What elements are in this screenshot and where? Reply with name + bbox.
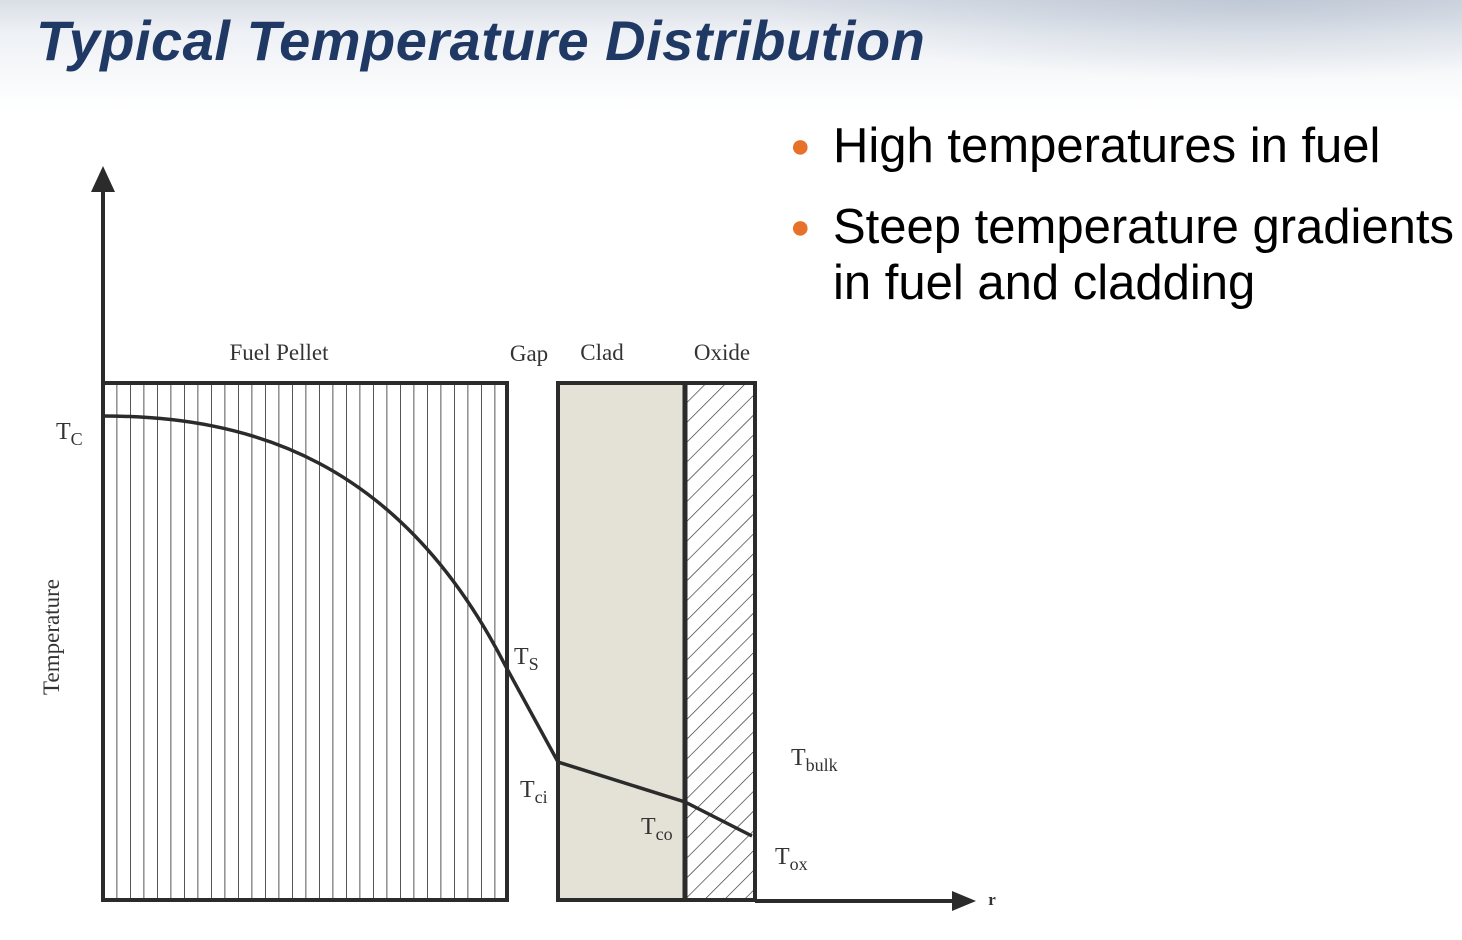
x-axis-arrowhead-icon — [952, 891, 976, 911]
tbulk-label: Tbulk — [791, 745, 838, 775]
tbulk-label-main: T — [791, 745, 806, 771]
fuel-pellet-region — [101, 381, 509, 902]
tox-label-sub: ox — [790, 854, 808, 874]
bullet-dot-icon: ● — [790, 208, 811, 246]
ts-label-main: T — [514, 644, 529, 670]
ts-label: TS — [514, 644, 539, 674]
y-axis-arrowhead-icon — [91, 166, 115, 192]
tci-label-main: T — [520, 777, 535, 803]
tco-label-sub: co — [656, 824, 673, 844]
x-axis-label: r — [988, 890, 996, 909]
tco-label-main: T — [641, 814, 656, 840]
gap-label: Gap — [510, 341, 548, 366]
tc-label-sub: C — [71, 429, 83, 449]
temperature-profile-curve — [102, 414, 753, 838]
bullet-text: Steep temperature gradients in fuel and … — [833, 200, 1455, 310]
clad-label: Clad — [580, 340, 624, 365]
tc-label-main: T — [56, 419, 71, 445]
header-band — [0, 0, 1462, 110]
tox-label-main: T — [775, 844, 790, 870]
bullet-dot-icon: ● — [790, 127, 811, 165]
tbulk-label-sub: bulk — [806, 755, 838, 775]
tc-label: TC — [56, 419, 83, 449]
ts-label-sub: S — [529, 654, 539, 674]
y-axis-label: Temperature — [39, 579, 64, 695]
bullet-text: High temperatures in fuel — [833, 119, 1381, 173]
oxide-label: Oxide — [694, 340, 750, 365]
bullet-list: ● High temperatures in fuel ● Steep temp… — [790, 118, 1458, 336]
tox-label: Tox — [775, 844, 808, 874]
slide-title: Typical Temperature Distribution — [36, 9, 926, 72]
tco-label: Tco — [641, 814, 673, 844]
bullet-item: ● Steep temperature gradients in fuel an… — [790, 199, 1458, 311]
tci-label-sub: ci — [535, 787, 548, 807]
fuel-pellet-label: Fuel Pellet — [229, 340, 329, 365]
bullet-item: ● High temperatures in fuel — [790, 118, 1458, 174]
oxide-hatch — [687, 385, 753, 898]
clad-region — [556, 381, 687, 902]
tci-label: Tci — [520, 777, 548, 807]
